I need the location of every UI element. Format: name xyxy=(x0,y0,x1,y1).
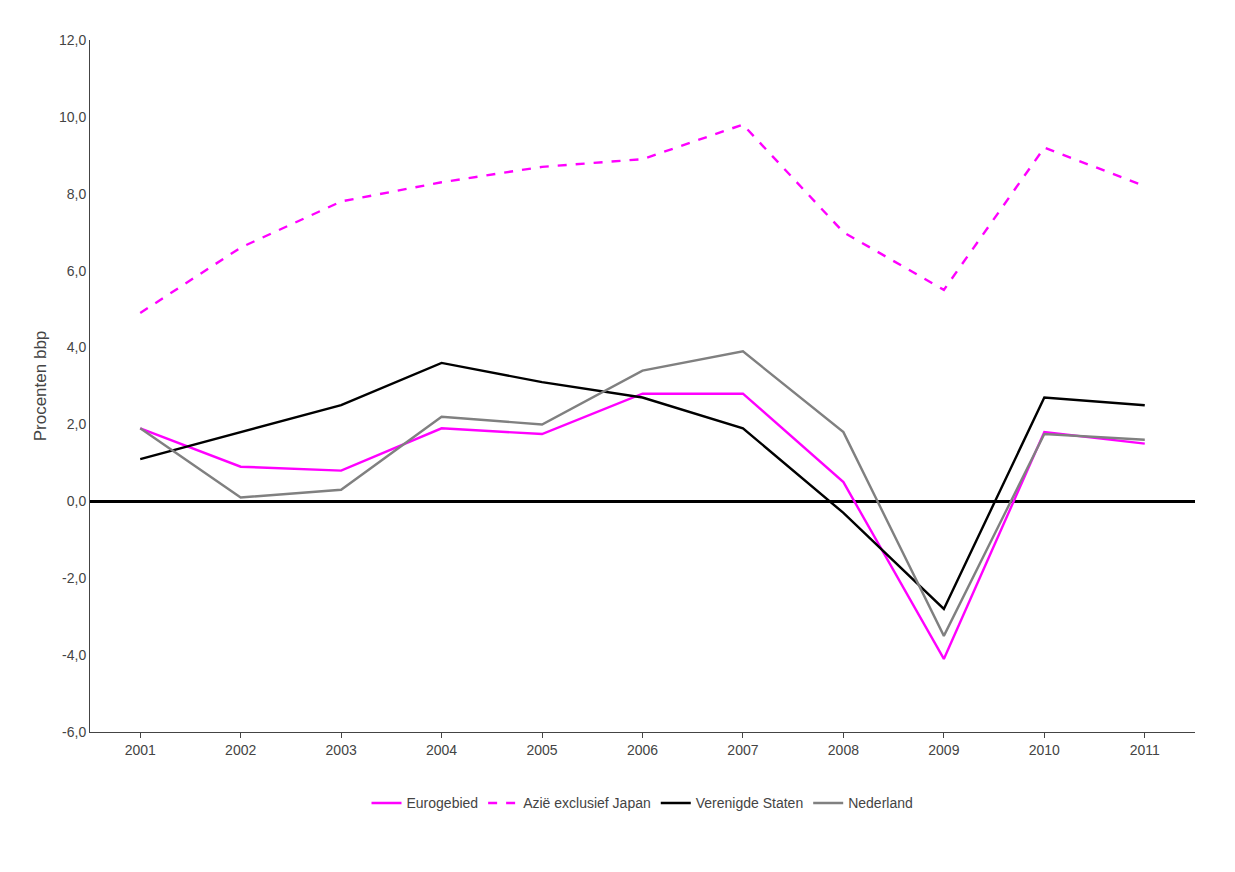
svg-text:Azië exclusief Japan: Azië exclusief Japan xyxy=(523,795,651,811)
svg-text:2007: 2007 xyxy=(727,742,758,758)
svg-text:12,0: 12,0 xyxy=(59,32,86,48)
svg-text:10,0: 10,0 xyxy=(59,109,86,125)
svg-text:2,0: 2,0 xyxy=(67,416,87,432)
svg-text:2006: 2006 xyxy=(627,742,658,758)
svg-text:2008: 2008 xyxy=(828,742,859,758)
svg-text:8,0: 8,0 xyxy=(67,186,87,202)
svg-text:2005: 2005 xyxy=(526,742,557,758)
svg-text:2010: 2010 xyxy=(1029,742,1060,758)
svg-text:2001: 2001 xyxy=(125,742,156,758)
svg-text:Verenigde Staten: Verenigde Staten xyxy=(696,795,803,811)
svg-text:2011: 2011 xyxy=(1130,742,1160,758)
svg-text:2003: 2003 xyxy=(326,742,357,758)
svg-text:6,0: 6,0 xyxy=(67,263,87,279)
svg-text:2002: 2002 xyxy=(225,742,256,758)
svg-text:2009: 2009 xyxy=(928,742,959,758)
svg-text:4,0: 4,0 xyxy=(67,339,87,355)
svg-text:Nederland: Nederland xyxy=(848,795,913,811)
svg-text:Procenten bbp: Procenten bbp xyxy=(31,331,50,442)
svg-text:-6,0: -6,0 xyxy=(62,724,86,740)
svg-text:-2,0: -2,0 xyxy=(62,570,86,586)
svg-text:-4,0: -4,0 xyxy=(62,647,86,663)
svg-text:0,0: 0,0 xyxy=(67,493,87,509)
svg-text:Eurogebied: Eurogebied xyxy=(407,795,479,811)
svg-text:2004: 2004 xyxy=(426,742,457,758)
